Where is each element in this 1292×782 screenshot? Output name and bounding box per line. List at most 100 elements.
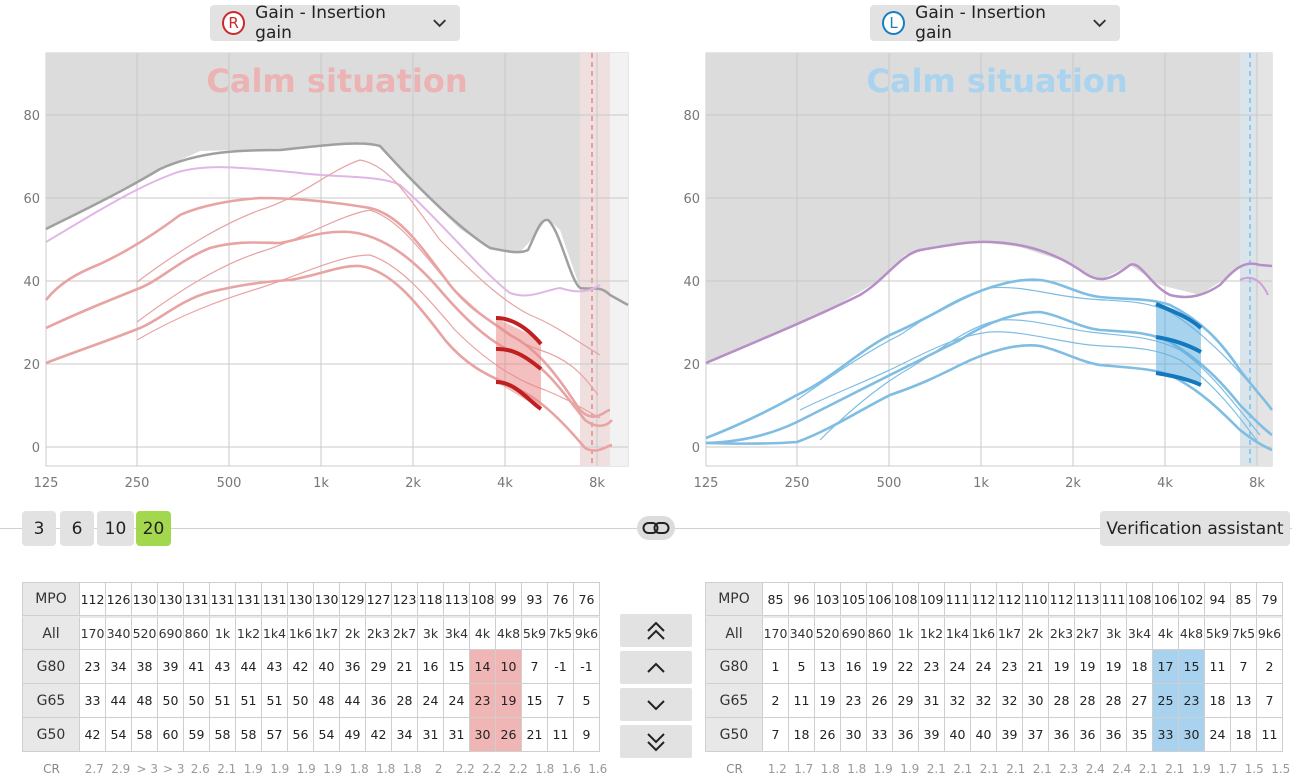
mpo-cell[interactable]: 76 (548, 582, 574, 616)
gain-cell[interactable]: 51 (262, 684, 288, 718)
gain-cell[interactable]: 7 (522, 650, 548, 684)
freq-header[interactable]: 690 (158, 616, 184, 650)
gain-cell[interactable]: 23 (841, 684, 867, 718)
gain-cell[interactable]: 30 (1023, 684, 1049, 718)
row-label-g50[interactable]: G50 (22, 718, 80, 752)
freq-header[interactable]: 1k6 (971, 616, 997, 650)
gain-cell[interactable]: 51 (210, 684, 236, 718)
gain-cell[interactable]: 48 (314, 684, 340, 718)
freq-header[interactable]: 2k3 (1049, 616, 1075, 650)
freq-header[interactable]: 7k5 (1231, 616, 1257, 650)
gain-cell[interactable]: 2 (763, 684, 789, 718)
mpo-cell[interactable]: 106 (1153, 582, 1179, 616)
gain-cell[interactable]: 23 (80, 650, 106, 684)
channel-option-3[interactable]: 3 (22, 511, 56, 546)
gain-cell[interactable]: 28 (1101, 684, 1127, 718)
mpo-cell[interactable]: 108 (470, 582, 496, 616)
gain-cell[interactable]: 36 (1101, 718, 1127, 752)
gain-cell[interactable]: 40 (945, 718, 971, 752)
gain-cell[interactable]: 24 (418, 684, 444, 718)
gain-cell[interactable]: 18 (789, 718, 815, 752)
freq-header[interactable]: 5k9 (1205, 616, 1231, 650)
mpo-cell[interactable]: 123 (392, 582, 418, 616)
gain-cell[interactable]: 11 (1205, 650, 1231, 684)
gain-cell[interactable]: 49 (340, 718, 366, 752)
gain-cell[interactable]: 50 (184, 684, 210, 718)
row-label-g80[interactable]: G80 (22, 650, 80, 684)
mpo-cell[interactable]: 130 (158, 582, 184, 616)
gain-cell[interactable]: 13 (1231, 684, 1257, 718)
gain-cell[interactable]: -1 (574, 650, 600, 684)
freq-header[interactable]: 3k (418, 616, 444, 650)
gain-cell[interactable]: 11 (1257, 718, 1283, 752)
mpo-cell[interactable]: 112 (997, 582, 1023, 616)
gain-cell[interactable]: 31 (919, 684, 945, 718)
gain-cell[interactable]: 35 (1127, 718, 1153, 752)
decrease-gain-button[interactable] (620, 688, 692, 721)
gain-cell[interactable]: 28 (1049, 684, 1075, 718)
freq-header[interactable]: 520 (132, 616, 158, 650)
gain-cell[interactable]: 15 (444, 650, 470, 684)
gain-cell-selected[interactable]: 30 (1179, 718, 1205, 752)
gain-cell[interactable]: 36 (1075, 718, 1101, 752)
row-label-g80[interactable]: G80 (705, 650, 763, 684)
gain-cell-selected[interactable]: 23 (470, 684, 496, 718)
gain-cell[interactable]: 1 (763, 650, 789, 684)
freq-header[interactable]: 2k (1023, 616, 1049, 650)
row-label-g65[interactable]: G65 (22, 684, 80, 718)
gain-cell[interactable]: 43 (210, 650, 236, 684)
gain-cell[interactable]: 23 (919, 650, 945, 684)
mpo-cell[interactable]: 131 (184, 582, 210, 616)
mpo-cell[interactable]: 130 (314, 582, 340, 616)
mpo-cell[interactable]: 129 (340, 582, 366, 616)
mpo-cell[interactable]: 126 (106, 582, 132, 616)
gain-cell[interactable]: 56 (288, 718, 314, 752)
gain-cell[interactable]: 34 (106, 650, 132, 684)
row-label-all[interactable]: All (705, 616, 763, 650)
mpo-cell[interactable]: 131 (262, 582, 288, 616)
verification-assistant-button[interactable]: Verification assistant (1100, 511, 1290, 546)
gain-cell-selected[interactable]: 26 (496, 718, 522, 752)
gain-cell-selected[interactable]: 17 (1153, 650, 1179, 684)
gain-cell[interactable]: 50 (158, 684, 184, 718)
row-label-all[interactable]: All (22, 616, 80, 650)
mpo-cell[interactable]: 103 (815, 582, 841, 616)
gain-cell[interactable]: 51 (236, 684, 262, 718)
freq-header[interactable]: 520 (815, 616, 841, 650)
gain-cell[interactable]: 29 (366, 650, 392, 684)
gain-cell-selected[interactable]: 10 (496, 650, 522, 684)
mpo-cell[interactable]: 113 (444, 582, 470, 616)
gain-cell[interactable]: 19 (815, 684, 841, 718)
freq-header[interactable]: 4k8 (1179, 616, 1205, 650)
gain-cell[interactable]: 7 (1231, 650, 1257, 684)
gain-cell[interactable]: 19 (867, 650, 893, 684)
gain-cell[interactable]: 50 (288, 684, 314, 718)
freq-header[interactable]: 340 (106, 616, 132, 650)
gain-cell[interactable]: 36 (366, 684, 392, 718)
mpo-cell[interactable]: 93 (522, 582, 548, 616)
gain-cell[interactable]: 44 (106, 684, 132, 718)
freq-header[interactable]: 340 (789, 616, 815, 650)
freq-header[interactable]: 1k7 (997, 616, 1023, 650)
gain-cell[interactable]: 21 (1023, 650, 1049, 684)
freq-header[interactable]: 1k2 (236, 616, 262, 650)
mpo-cell[interactable]: 96 (789, 582, 815, 616)
gain-cell[interactable]: 7 (548, 684, 574, 718)
gain-cell[interactable]: 21 (522, 718, 548, 752)
gain-cell[interactable]: 42 (366, 718, 392, 752)
gain-cell-selected[interactable]: 33 (1153, 718, 1179, 752)
gain-cell[interactable]: 36 (1049, 718, 1075, 752)
mpo-cell[interactable]: 99 (496, 582, 522, 616)
gain-cell-selected[interactable]: 14 (470, 650, 496, 684)
mpo-cell[interactable]: 131 (210, 582, 236, 616)
mpo-cell[interactable]: 112 (80, 582, 106, 616)
gain-cell-selected[interactable]: 30 (470, 718, 496, 752)
gain-cell[interactable]: 19 (1049, 650, 1075, 684)
gain-cell[interactable]: 31 (444, 718, 470, 752)
mpo-cell[interactable]: 130 (132, 582, 158, 616)
freq-header[interactable]: 2k (340, 616, 366, 650)
freq-header[interactable]: 2k3 (366, 616, 392, 650)
mpo-cell[interactable]: 127 (366, 582, 392, 616)
mpo-cell[interactable]: 79 (1257, 582, 1283, 616)
mpo-cell[interactable]: 108 (893, 582, 919, 616)
